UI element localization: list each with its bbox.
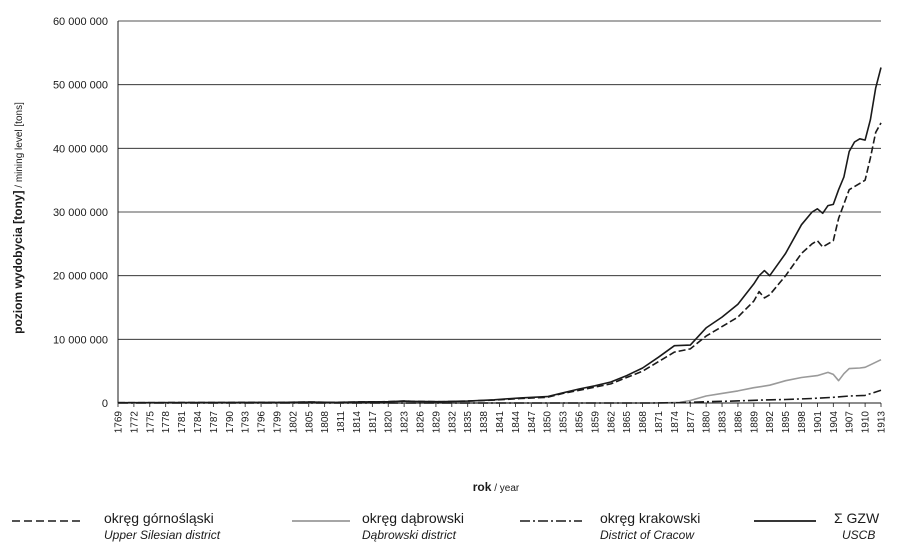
x-tick-label: 1886 — [733, 411, 744, 434]
y-tick-label: 40 000 000 — [53, 143, 108, 155]
legend-swatch-solid — [754, 520, 816, 522]
chart-series — [117, 67, 882, 404]
x-tick-label: 1874 — [670, 411, 681, 434]
x-tick-label: 1832 — [447, 411, 458, 434]
y-tick-label: 60 000 000 — [53, 16, 108, 28]
series-line-2 — [118, 389, 882, 404]
x-tick-label: 1898 — [797, 411, 808, 434]
x-tick-label: 1814 — [352, 411, 363, 434]
legend-label: okręg krakowski — [600, 510, 701, 526]
series-line-0 — [117, 122, 882, 404]
y-axis-ticks: 0 10 000 000 20 000 000 30 000 000 40 000 00… — [53, 16, 108, 410]
legend-swatch-dashdot — [520, 520, 582, 522]
legend-swatch-dashed — [12, 520, 84, 522]
x-tick-label: 1853 — [559, 411, 570, 434]
x-tick-label: 1778 — [161, 411, 172, 434]
x-tick-label: 1838 — [479, 411, 490, 434]
x-axis-ticks: 1769 1772 1775 1778 1781 1784 1787 1790 1793 1796… — [114, 403, 888, 433]
y-tick-label: 0 — [102, 398, 108, 410]
series-line-3 — [117, 67, 882, 404]
x-axis-title-main: rok — [473, 480, 492, 494]
x-tick-label: 1799 — [272, 411, 283, 434]
x-tick-label: 1871 — [654, 411, 665, 434]
x-tick-label: 1790 — [225, 411, 236, 434]
x-tick-label: 1808 — [320, 411, 331, 434]
x-tick-label: 1883 — [718, 411, 729, 434]
legend-label: Σ GZW — [834, 510, 880, 526]
chart-axes — [117, 21, 881, 404]
legend-label: okręg dąbrowski — [362, 510, 464, 526]
y-axis-title: poziom wydobycia [tony] / mining level [… — [11, 102, 25, 334]
y-tick-label: 10 000 000 — [53, 334, 108, 346]
x-tick-label: 1844 — [511, 411, 522, 434]
y-axis-title-main: poziom wydobycia [tony] — [11, 191, 25, 334]
x-tick-label: 1793 — [241, 411, 252, 434]
x-tick-label: 1892 — [765, 411, 776, 434]
x-tick-label: 1901 — [813, 411, 824, 434]
y-tick-label: 50 000 000 — [53, 80, 108, 92]
x-tick-label: 1769 — [114, 411, 125, 434]
legend-swatch-gray — [292, 520, 350, 522]
x-tick-label: 1868 — [638, 411, 649, 434]
x-tick-label: 1856 — [574, 411, 585, 434]
x-tick-label: 1796 — [257, 411, 268, 434]
chart-gridlines — [118, 20, 881, 340]
x-tick-label: 1850 — [543, 411, 554, 434]
x-tick-label: 1847 — [527, 411, 538, 434]
x-tick-label: 1904 — [829, 411, 840, 434]
x-tick-label: 1787 — [209, 411, 220, 434]
x-tick-label: 1865 — [622, 411, 633, 434]
chart: 0 10 000 000 20 000 000 30 000 000 40 000 00… — [11, 16, 888, 494]
x-tick-label: 1889 — [749, 411, 760, 434]
y-axis-title-sub: / mining level [tons] — [14, 102, 25, 191]
x-tick-label: 1823 — [400, 411, 411, 434]
y-tick-label: 30 000 000 — [53, 207, 108, 219]
series-line-1 — [118, 358, 882, 404]
x-tick-label: 1880 — [702, 411, 713, 434]
x-tick-label: 1907 — [845, 411, 856, 434]
x-tick-label: 1775 — [145, 411, 156, 434]
x-tick-label: 1820 — [384, 411, 395, 434]
x-tick-label: 1841 — [495, 411, 506, 434]
legend-label-en: USCB — [842, 528, 876, 542]
x-tick-label: 1811 — [336, 411, 347, 433]
x-tick-label: 1895 — [781, 411, 792, 434]
legend-label-en: Dąbrowski district — [362, 528, 457, 542]
x-tick-label: 1772 — [129, 411, 140, 434]
x-tick-label: 1859 — [590, 411, 601, 434]
x-tick-label: 1862 — [606, 411, 617, 434]
x-axis-title-sub: / year — [491, 483, 519, 494]
x-tick-label: 1829 — [431, 411, 442, 434]
legend-label: okręg górnośląski — [104, 510, 214, 526]
x-tick-label: 1817 — [368, 411, 379, 434]
x-tick-label: 1781 — [177, 411, 188, 434]
y-tick-label: 20 000 000 — [53, 271, 108, 283]
x-tick-label: 1826 — [416, 411, 427, 434]
x-tick-label: 1805 — [304, 411, 315, 434]
x-tick-label: 1910 — [861, 411, 872, 434]
x-tick-label: 1835 — [463, 411, 474, 434]
legend-label-en: Upper Silesian district — [104, 528, 221, 542]
x-tick-label: 1913 — [877, 411, 888, 434]
chart-legend: okręg górnośląski Upper Silesian distric… — [0, 508, 899, 545]
x-tick-label: 1784 — [193, 411, 204, 434]
x-axis-title: rok / year — [473, 480, 520, 494]
x-tick-label: 1802 — [288, 411, 299, 434]
x-tick-label: 1877 — [686, 411, 697, 434]
legend-label-en: District of Cracow — [600, 528, 695, 542]
